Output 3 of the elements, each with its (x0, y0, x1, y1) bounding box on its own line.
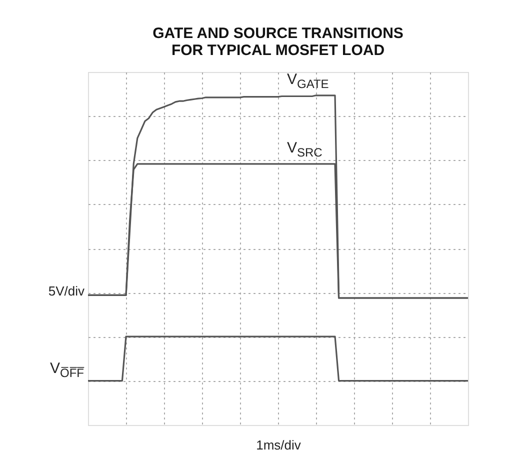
x-axis-title: 1ms/div (256, 438, 302, 452)
y-axis-title: 5V/div (48, 283, 85, 298)
chart-title: GATE AND SOURCE TRANSITIONS FOR TYPICAL MOSFET LOAD (152, 24, 404, 59)
